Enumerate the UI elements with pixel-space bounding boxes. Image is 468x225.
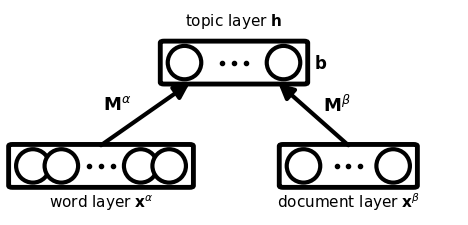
Ellipse shape bbox=[376, 150, 410, 183]
FancyBboxPatch shape bbox=[279, 145, 417, 187]
Ellipse shape bbox=[44, 150, 78, 183]
Text: $\mathbf{b}$: $\mathbf{b}$ bbox=[314, 54, 328, 72]
Ellipse shape bbox=[168, 47, 201, 80]
Ellipse shape bbox=[267, 47, 300, 80]
Ellipse shape bbox=[124, 150, 157, 183]
Ellipse shape bbox=[287, 150, 320, 183]
FancyBboxPatch shape bbox=[160, 42, 308, 85]
Text: $\mathbf{M}^{\alpha}$: $\mathbf{M}^{\alpha}$ bbox=[103, 96, 132, 114]
Text: $\mathbf{M}^{\beta}$: $\mathbf{M}^{\beta}$ bbox=[323, 94, 351, 115]
Text: topic layer $\mathbf{h}$: topic layer $\mathbf{h}$ bbox=[185, 12, 283, 31]
Text: document layer $\mathbf{x}^{\beta}$: document layer $\mathbf{x}^{\beta}$ bbox=[277, 190, 420, 212]
FancyBboxPatch shape bbox=[8, 145, 193, 187]
Text: word layer $\mathbf{x}^{\alpha}$: word layer $\mathbf{x}^{\alpha}$ bbox=[49, 193, 154, 212]
Ellipse shape bbox=[153, 150, 186, 183]
Ellipse shape bbox=[16, 150, 50, 183]
